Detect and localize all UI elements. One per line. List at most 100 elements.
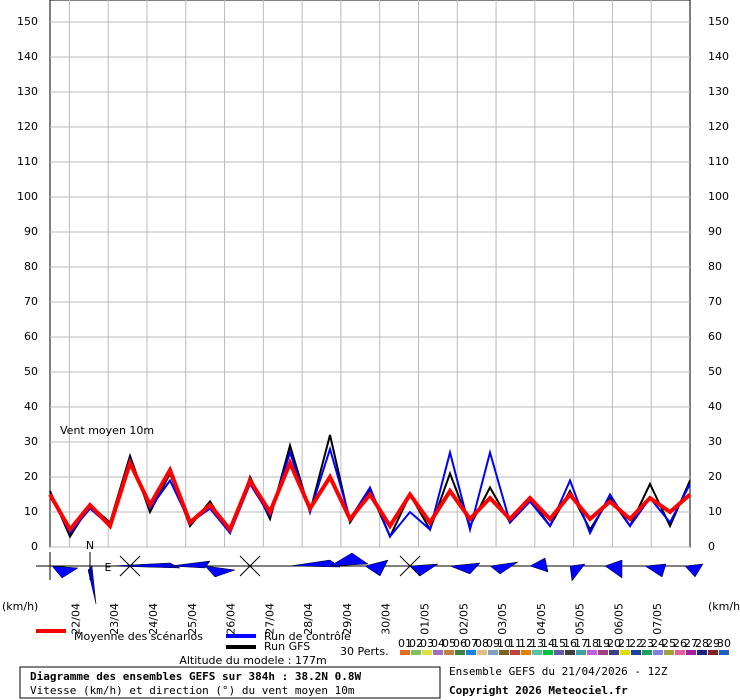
x-tick-label: 30/04 (380, 603, 393, 635)
x-tick-label: 06/05 (612, 603, 625, 635)
pert-label: 03 (420, 637, 434, 650)
pert-swatch (543, 650, 553, 655)
y-tick-label: 140 (17, 50, 38, 63)
pert-swatch (455, 650, 465, 655)
pert-label: 22 (629, 637, 643, 650)
pert-label: 21 (618, 637, 632, 650)
y-tick-label: 130 (708, 85, 729, 98)
pert-label: 07 (464, 637, 478, 650)
y-tick-label: 60 (24, 330, 38, 343)
legend-label: Run de contrôle (264, 630, 351, 643)
pert-swatch (675, 650, 685, 655)
pert-label: 02 (409, 637, 423, 650)
y-tick-label: 0 (31, 540, 38, 553)
pert-swatch (477, 650, 487, 655)
pert-label: 18 (585, 637, 599, 650)
pert-swatch (719, 650, 729, 655)
pert-swatch (598, 650, 608, 655)
chart-subtitle: Vitesse (km/h) et direction (°) du vent … (30, 684, 355, 697)
y-tick-label: 30 (24, 435, 38, 448)
x-tick-label: 26/04 (225, 603, 238, 635)
pert-label: 05 (442, 637, 456, 650)
pert-label: 27 (684, 637, 698, 650)
x-tick-label: 04/05 (535, 603, 548, 635)
y-unit: (km/h) (2, 600, 38, 613)
y-tick-label: 150 (17, 15, 38, 28)
y-tick-label: 140 (708, 50, 729, 63)
pert-swatch (422, 650, 432, 655)
y-tick-label: 20 (24, 470, 38, 483)
pert-label: 24 (651, 637, 665, 650)
x-tick-label: 02/05 (457, 603, 470, 635)
pert-label: 08 (475, 637, 489, 650)
y-tick-label: 50 (708, 365, 722, 378)
pert-swatch (620, 650, 630, 655)
x-tick-label: 25/04 (186, 603, 199, 635)
y-tick-label: 70 (24, 295, 38, 308)
pert-label: 14 (541, 637, 555, 650)
y-tick-label: 10 (24, 505, 38, 518)
y-tick-label: 120 (708, 120, 729, 133)
pert-label: 09 (486, 637, 500, 650)
wind-direction-row: N E (36, 539, 704, 605)
pert-swatch (664, 650, 674, 655)
y-tick-label: 110 (708, 155, 729, 168)
chart-title: Diagramme des ensembles GEFS sur 384h : … (30, 670, 362, 683)
north-label: N (86, 539, 94, 552)
pert-label: 16 (563, 637, 577, 650)
x-tick-label: 01/05 (418, 603, 431, 635)
pert-swatch (488, 650, 498, 655)
pert-label: 23 (640, 637, 654, 650)
y-tick-label: 110 (17, 155, 38, 168)
altitude: Altitude du modele : 177m (179, 654, 326, 667)
pert-label: 01 (398, 637, 412, 650)
pert-label: 30 (717, 637, 731, 650)
pert-label: 13 (530, 637, 544, 650)
x-tick-label: 29/04 (341, 603, 354, 635)
y-tick-label: 120 (17, 120, 38, 133)
x-tick-label: 22/04 (69, 603, 82, 635)
pert-swatch (400, 650, 410, 655)
x-tick-label: 07/05 (651, 603, 664, 635)
y-tick-label: 80 (708, 260, 722, 273)
copyright: Copyright 2026 Meteociel.fr (449, 684, 628, 697)
pert-swatch (708, 650, 718, 655)
pert-swatch (686, 650, 696, 655)
y-tick-label: 50 (24, 365, 38, 378)
series-line (49, 445, 691, 539)
pert-label: 10 (497, 637, 511, 650)
y-tick-label: 40 (24, 400, 38, 413)
pert-label: 17 (574, 637, 588, 650)
info-box (19, 666, 441, 699)
pert-swatch (653, 650, 663, 655)
x-tick-label: 28/04 (302, 603, 315, 635)
y-tick-label: 70 (708, 295, 722, 308)
series-line (48, 457, 692, 534)
x-tick-label: 03/05 (496, 603, 509, 635)
x-tick-label: 05/05 (574, 603, 587, 635)
pert-label: 25 (662, 637, 676, 650)
pert-swatch (499, 650, 509, 655)
x-tick-label: 27/04 (263, 603, 276, 635)
pert-swatch (565, 650, 575, 655)
pert-label: 20 (607, 637, 621, 650)
annotation: Vent moyen 10m (60, 424, 154, 437)
pert-swatch (411, 650, 421, 655)
pert-label: 28 (695, 637, 709, 650)
legend-label: Moyenne des scénarios (74, 630, 203, 643)
pert-label: 04 (431, 637, 445, 650)
y-tick-label: 30 (708, 435, 722, 448)
pert-swatch (521, 650, 531, 655)
y-tick-label: 90 (24, 225, 38, 238)
pert-label: 06 (453, 637, 467, 650)
pert-swatch (697, 650, 707, 655)
pert-swatch (433, 650, 443, 655)
pert-swatch (554, 650, 564, 655)
pert-swatch (532, 650, 542, 655)
pert-label: 26 (673, 637, 687, 650)
y-tick-label: 10 (708, 505, 722, 518)
pert-swatch (587, 650, 597, 655)
y-tick-label: 0 (708, 540, 715, 553)
pert-swatch (576, 650, 586, 655)
